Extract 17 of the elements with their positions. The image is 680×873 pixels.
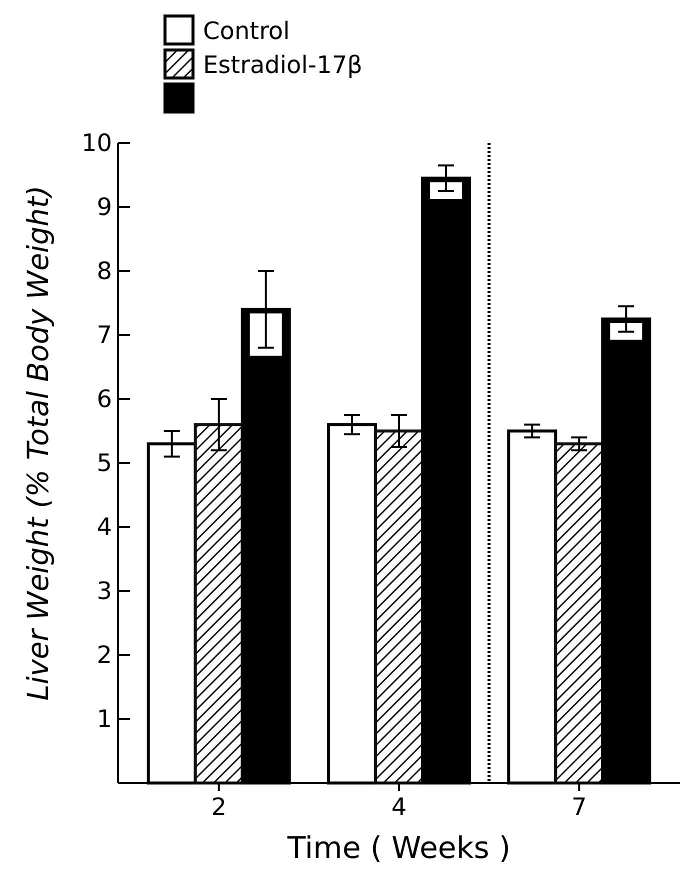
y-tick-label: 10 [81,129,112,157]
legend-label: Estradiol-17β [203,51,362,79]
y-tick-label: 9 [96,193,112,221]
y-tick-label: 5 [96,449,112,477]
y-tick-label: 3 [96,577,112,605]
y-tick-label: 6 [96,385,112,413]
y-tick-label: 2 [96,641,112,669]
x-tick-label: 2 [211,793,227,821]
y-axis-title: Liver Weight (% Total Body Weight) [21,185,55,701]
x-tick-label: 4 [391,793,407,821]
y-tick-label: 8 [96,257,112,285]
y-tick-label: 1 [96,705,112,733]
x-tick-label: 7 [571,793,587,821]
legend-label: Control [203,17,290,45]
y-tick-label: 7 [96,321,112,349]
y-tick-label: 4 [96,513,112,541]
x-axis-title: Time ( Weeks ) [286,831,511,866]
